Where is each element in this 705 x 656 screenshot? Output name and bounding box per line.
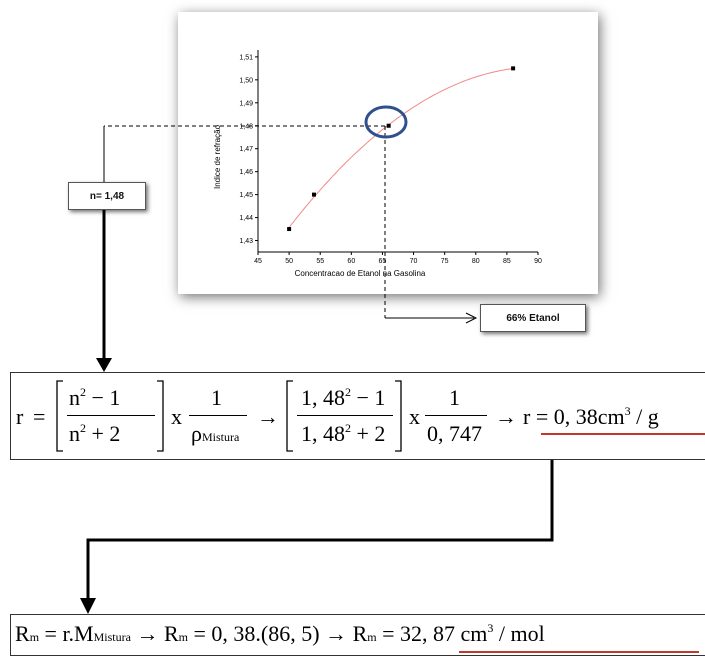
denominator-numeric: 1, 482 + 2 xyxy=(301,421,386,446)
molar-refraction-result: Rm = 32, 87 cm3 / mol xyxy=(352,621,545,646)
equals-sign: = xyxy=(33,404,46,429)
arrow-2: → xyxy=(495,404,517,429)
x-tick-label: 60 xyxy=(347,258,355,265)
arrow-n-to-formula-head xyxy=(96,358,112,372)
chart-card: 45 50 55 60 65 70 75 80 85 90 1,43 1,44 1,45 1,46 1,47… xyxy=(178,12,598,294)
times-sign-1: x xyxy=(171,404,182,429)
numerator-one-a: 1 xyxy=(211,385,222,410)
result-underline xyxy=(541,433,705,435)
x-axis-label: Concentracao de Etanol na Gasolina xyxy=(295,269,426,278)
y-tick-label: 1,48 xyxy=(239,123,253,130)
x-tick-label: 85 xyxy=(503,258,511,265)
refraction-chart: 45 50 55 60 65 70 75 80 85 90 1,43 1,44 1,45 1,46 1,47… xyxy=(213,50,542,278)
y-tick-label: 1,44 xyxy=(239,215,253,222)
data-point xyxy=(386,123,391,128)
y-tick-label: 1,46 xyxy=(239,169,253,176)
arrow-to-etanol-head xyxy=(465,312,478,324)
y-axis-label: Indice de refração xyxy=(213,124,222,189)
y-tick-label: 1,50 xyxy=(239,77,253,84)
symbol-r: r xyxy=(16,404,24,429)
x-tick-label: 65 xyxy=(379,258,387,265)
x-tick-label: 50 xyxy=(285,258,293,265)
bracket-2 xyxy=(286,380,402,452)
y-tick-label: 1,49 xyxy=(239,100,253,107)
molar-result-underline xyxy=(459,651,699,653)
refractivity-formula: r = n2 − 1 n2 + 2 x 1 ρMistura → 1, 482 … xyxy=(10,372,705,460)
x-tick-label: 75 xyxy=(441,258,449,265)
x-tick-label: 90 xyxy=(534,258,542,265)
numerator-numeric: 1, 482 − 1 xyxy=(301,385,386,410)
density-symbol: ρMistura xyxy=(191,421,240,446)
x-tick-label: 55 xyxy=(316,258,324,265)
molar-refraction-equation: Rm = r.MMistura → Rm = 0, 38.(86, 5) → R… xyxy=(15,621,545,646)
y-tick-label: 1,43 xyxy=(239,238,253,245)
x-tick-label: 45 xyxy=(254,258,262,265)
y-tick-label: 1,47 xyxy=(239,146,253,153)
y-tick-label: 1,45 xyxy=(239,192,253,199)
n-value-label: n= 1,48 xyxy=(68,182,146,210)
y-tick-label: 1,51 xyxy=(239,54,253,61)
data-point xyxy=(312,192,316,197)
arrow-result-to-formula2 xyxy=(86,458,554,598)
highlight-circle xyxy=(364,105,408,139)
bracket-left-1 xyxy=(56,380,164,452)
arrow-result-to-formula2-head xyxy=(80,598,96,614)
times-sign-2: x xyxy=(409,404,420,429)
x-tick-label: 70 xyxy=(410,258,418,265)
numerator-one-b: 1 xyxy=(449,385,460,410)
numerator-symbolic: n2 − 1 xyxy=(69,385,121,410)
fit-curve xyxy=(288,68,514,228)
etanol-concentration-label: 66% Etanol xyxy=(480,304,586,332)
x-tick-label: 80 xyxy=(472,258,480,265)
data-point xyxy=(287,227,292,232)
chart-axes xyxy=(257,50,538,253)
arrow-1: → xyxy=(257,404,279,429)
data-point xyxy=(511,66,516,71)
density-value: 0, 747 xyxy=(427,421,482,446)
molar-refraction-formula: Rm = r.MMistura → Rm = 0, 38.(86, 5) → R… xyxy=(10,614,705,656)
refractivity-result: r = 0, 38cm3 / g xyxy=(523,404,659,429)
denominator-symbolic: n2 + 2 xyxy=(69,421,121,446)
